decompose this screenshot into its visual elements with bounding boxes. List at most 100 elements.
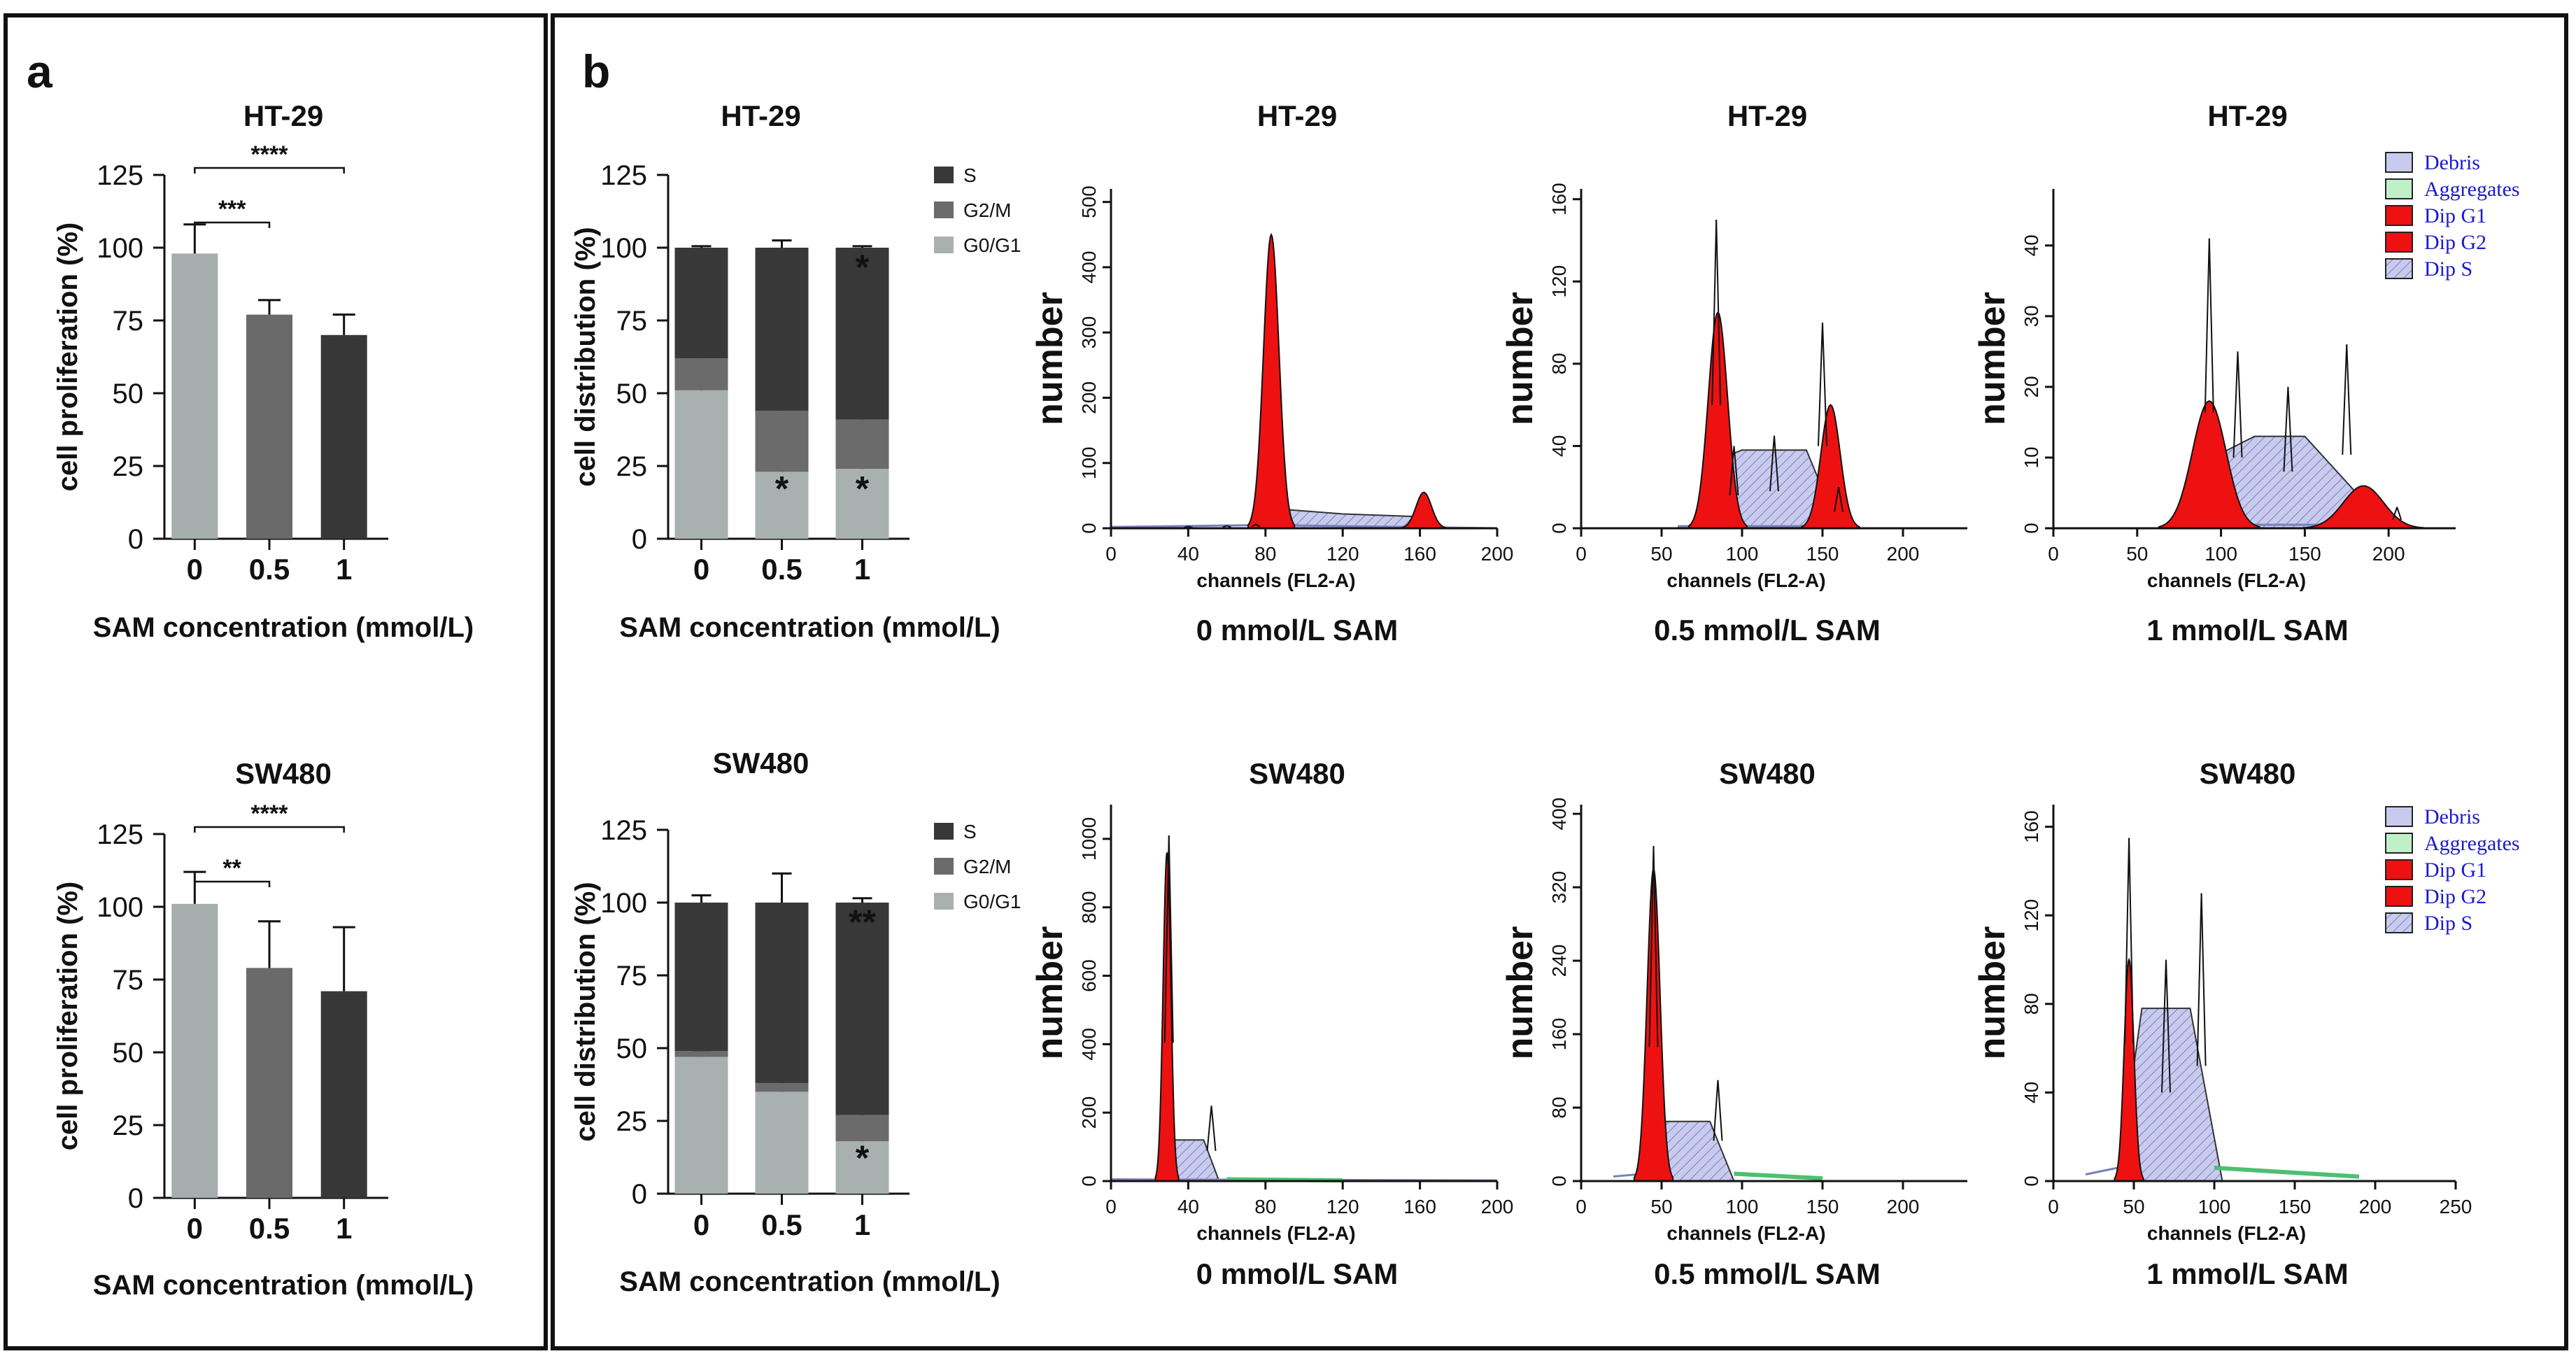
y-tick-label: 50 — [113, 379, 144, 409]
chart-title: SW480 — [2200, 757, 2296, 790]
panel-a-label: a — [27, 45, 53, 97]
chart-title: HT-29 — [721, 99, 800, 132]
legend-swatch — [2385, 232, 2413, 253]
y-tick-label: 125 — [97, 160, 143, 191]
y-tick-label: 80 — [1548, 1096, 1570, 1118]
legend-label: Dip S — [2424, 257, 2472, 281]
y-tick-label: 300 — [1078, 316, 1100, 349]
raw-trace — [1769, 435, 1775, 492]
y-tick-label: 75 — [113, 965, 144, 996]
x-axis-title: channels (FL2-A) — [1666, 1222, 1825, 1244]
y-tick-label: 100 — [97, 233, 143, 264]
panel-b-border — [551, 13, 2568, 1350]
stack-S-1 — [835, 248, 889, 420]
y-tick-label: 40 — [2021, 234, 2042, 256]
significance-label: *** — [218, 196, 246, 223]
y-tick-label: 0 — [632, 524, 647, 555]
stack-S-1 — [835, 903, 889, 1115]
y-tick-label: 0 — [632, 1179, 647, 1210]
legend-swatch — [2385, 205, 2413, 226]
x-tick-label: 0 — [187, 1212, 203, 1245]
legend-swatch — [2385, 859, 2413, 880]
asterisk: * — [856, 248, 870, 287]
legend-label: S — [963, 164, 977, 186]
legend-label: Debris — [2424, 151, 2480, 174]
x-axis-title: SAM concentration (mmol/L) — [93, 612, 474, 643]
raw-trace — [2392, 507, 2398, 521]
x-axis-title: SAM concentration (mmol/L) — [93, 1270, 474, 1301]
y-tick-label: 0 — [2021, 523, 2042, 534]
x-tick-label: 200 — [2372, 543, 2405, 565]
x-tick-label: 150 — [1806, 1196, 1839, 1217]
significance-bracket — [194, 221, 271, 228]
chart-title: HT-29 — [1257, 99, 1337, 132]
x-tick-label: 0.5 — [761, 1208, 802, 1241]
legend-label: Aggregates — [2424, 178, 2520, 201]
raw-trace — [2165, 959, 2171, 1093]
legend-swatch — [2385, 806, 2413, 827]
chart-title: HT-29 — [1727, 99, 1807, 132]
x-axis-title: channels (FL2-A) — [1666, 570, 1825, 591]
legend-label: Aggregates — [2424, 832, 2520, 855]
raw-trace — [1648, 846, 1655, 1047]
y-tick-label: 0 — [1548, 1175, 1570, 1187]
stack-G0G1-1 — [835, 1141, 889, 1194]
raw-trace — [1653, 846, 1659, 1047]
y-axis-title: cell proliferation (%) — [52, 882, 83, 1151]
y-tick-label: 400 — [1078, 1028, 1100, 1061]
x-axis-title: SAM concentration (mmol/L) — [619, 612, 1000, 643]
x-tick-label: 100 — [2205, 543, 2237, 565]
legend-swatch — [2385, 178, 2413, 199]
y-tick-label: 40 — [1548, 435, 1570, 457]
raw-trace — [2342, 344, 2348, 455]
legend-label: G0/G1 — [963, 234, 1021, 256]
x-tick-label: 80 — [1254, 543, 1276, 565]
stack-G2M-0.5 — [755, 1082, 809, 1092]
bar-1 — [320, 334, 367, 539]
x-tick-label: 80 — [1254, 1196, 1276, 1217]
chart-title: SW480 — [713, 747, 809, 779]
stack-S-0 — [674, 903, 728, 1052]
x-axis-title: SAM concentration (mmol/L) — [619, 1266, 1000, 1297]
x-tick-label: 0 — [2048, 1196, 2059, 1217]
stack-G2M-1 — [835, 419, 889, 469]
legend-label: Dip G2 — [2424, 231, 2486, 254]
panel-b-label: b — [582, 45, 610, 97]
raw-trace — [2200, 893, 2207, 1066]
x-tick-label: 100 — [2198, 1196, 2231, 1217]
legend-swatch — [934, 893, 954, 910]
bar-1 — [320, 991, 367, 1198]
legend-swatch — [934, 858, 954, 875]
raw-trace — [2346, 344, 2352, 455]
y-tick-label: 50 — [113, 1038, 144, 1068]
y-tick-label: 50 — [616, 379, 648, 409]
y-tick-label: 600 — [1078, 959, 1100, 992]
y-tick-label: 75 — [113, 306, 144, 337]
raw-trace — [1168, 835, 1174, 1043]
y-tick-label: 500 — [1078, 185, 1100, 218]
chart-hist_sw480_05: 0 80 160 240 320 400 0 50 100 150 200 channels (FL2… — [1500, 757, 1967, 1290]
peak-g1 — [1247, 232, 1296, 529]
x-tick-label: 200 — [1887, 1196, 1920, 1217]
legend-swatch — [2385, 886, 2413, 907]
x-tick-label: 200 — [1481, 1196, 1514, 1217]
y-axis-title: number — [1500, 292, 1541, 425]
legend-label: S — [963, 821, 977, 842]
stack-S-0 — [674, 248, 728, 359]
y-tick-label: 160 — [2021, 810, 2042, 843]
x-tick-label: 120 — [1326, 543, 1359, 565]
legend-swatch — [2385, 833, 2413, 854]
y-tick-label: 125 — [97, 819, 143, 850]
aggregates-curve — [1734, 1171, 1823, 1181]
chart-hist_ht29_0: 0 100 200 300 400 500 0 40 80 120 160 200 channels (… — [1030, 99, 1513, 647]
y-tick-label: 80 — [1548, 353, 1570, 374]
asterisk: * — [856, 469, 870, 508]
y-tick-label: 25 — [113, 451, 144, 482]
y-tick-label: 25 — [616, 451, 648, 482]
x-tick-label: 150 — [1806, 543, 1839, 565]
raw-trace — [1834, 487, 1839, 512]
y-tick-label: 240 — [1548, 945, 1570, 977]
raw-trace — [1163, 835, 1170, 1043]
y-tick-label: 160 — [1548, 183, 1570, 216]
asterisk: * — [775, 469, 789, 508]
